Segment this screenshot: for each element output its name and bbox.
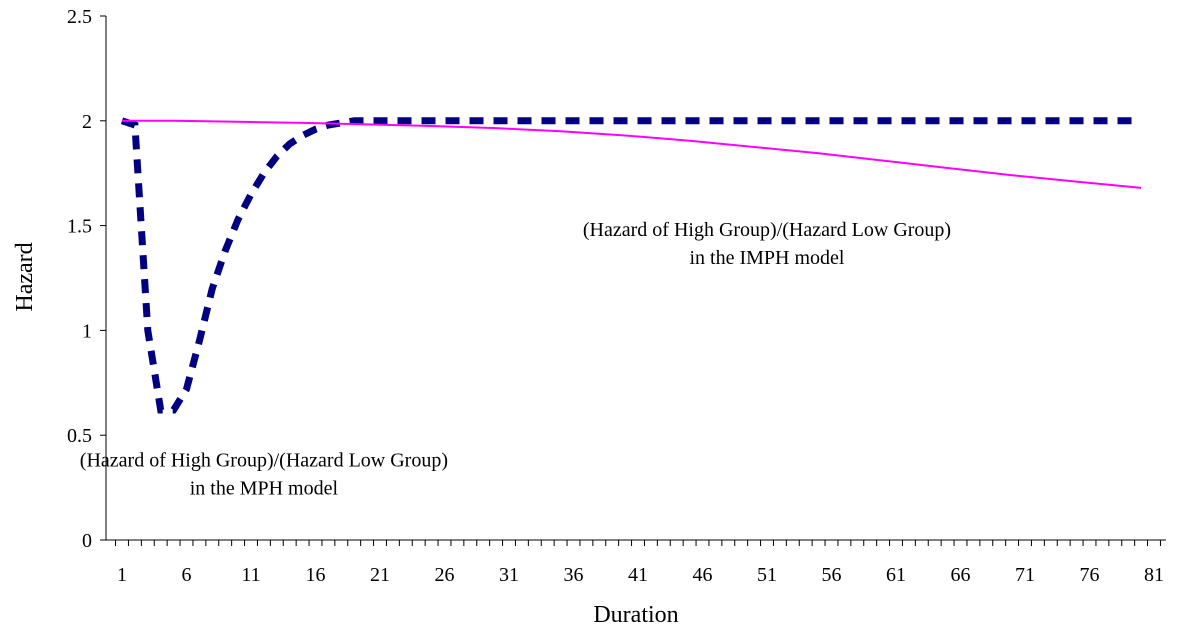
x-tick-label: 11 (241, 564, 260, 586)
y-axis-title: Hazard (12, 242, 38, 311)
x-axis-title: Duration (593, 602, 678, 628)
x-tick-label: 56 (822, 564, 842, 586)
y-tick-label: 2.5 (67, 6, 92, 28)
y-tick-label: 0 (82, 530, 92, 552)
annotation-layer: (Hazard of High Group)/(Hazard Low Group… (80, 219, 951, 500)
labels-layer: 00.511.522.51 6 11 16 21 26 31 36 41 46 51 56 61 66 71… (12, 6, 1164, 628)
annotation-line: (Hazard of High Group)/(Hazard Low Group… (583, 219, 951, 241)
x-tick-label: 61 (886, 564, 906, 586)
axes (100, 15, 1166, 546)
x-tick-label: 81 (1144, 564, 1164, 586)
x-tick-label: 36 (564, 564, 584, 586)
x-tick-label: 51 (757, 564, 777, 586)
x-tick-label: 16 (306, 564, 326, 586)
x-tick-label: 31 (499, 564, 519, 586)
x-tick-label: 21 (370, 564, 390, 586)
series-layer (120, 117, 1142, 414)
x-tick-label: 1 (117, 564, 127, 586)
annotation-line: in the MPH model (190, 478, 339, 500)
x-tick-label: 76 (1080, 564, 1100, 586)
annotation-line: (Hazard of High Group)/(Hazard Low Group… (80, 450, 448, 472)
y-tick-label: 1.5 (67, 216, 92, 238)
x-tick-label: 26 (435, 564, 455, 586)
series-line-1 (120, 117, 1142, 414)
x-tick-label: 6 (182, 564, 192, 586)
y-tick-label: 2 (82, 111, 92, 133)
y-tick-label: 0.5 (67, 425, 92, 447)
y-tick-label: 1 (82, 320, 92, 342)
annotation-line: in the IMPH model (690, 247, 845, 269)
series-line-2 (122, 119, 1142, 189)
x-tick-label: 71 (1015, 564, 1035, 586)
x-tick-label: 66 (951, 564, 971, 586)
x-tick-label: 41 (628, 564, 648, 586)
x-tick-label: 46 (693, 564, 713, 586)
